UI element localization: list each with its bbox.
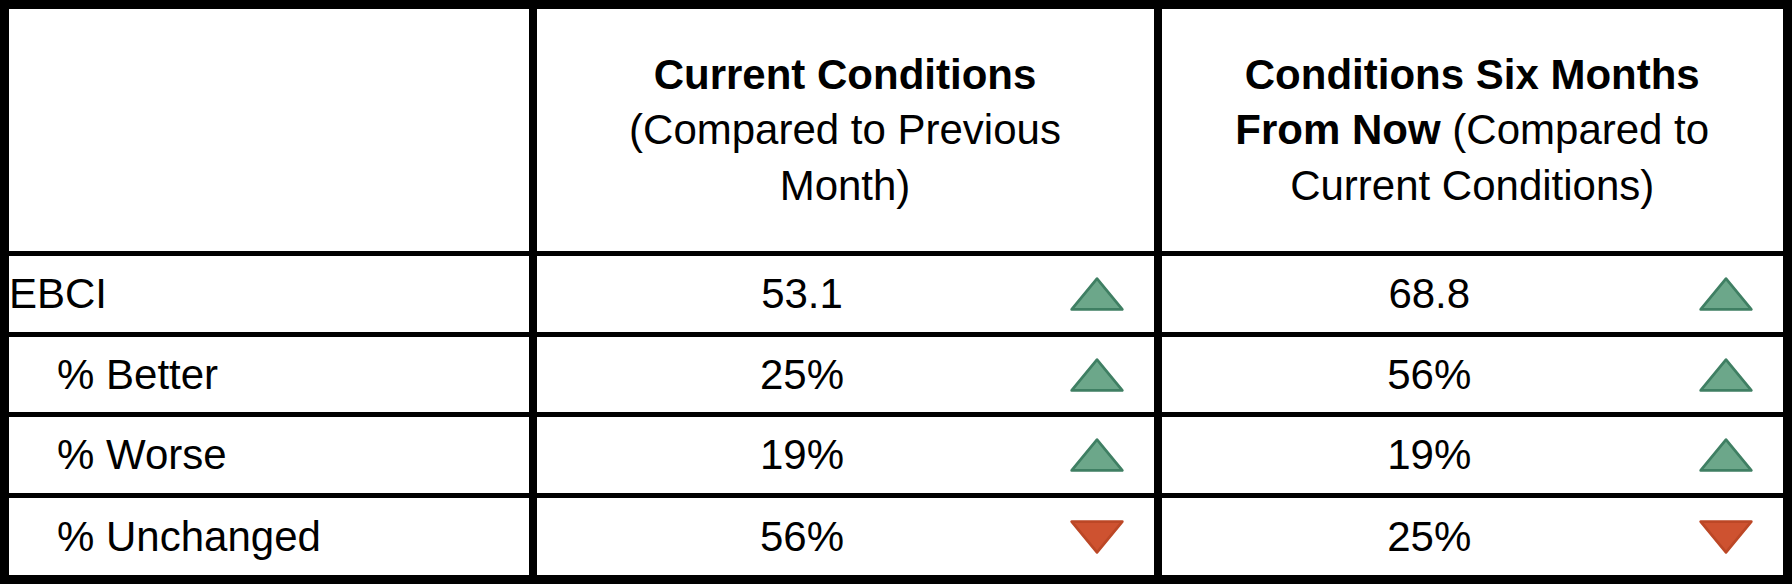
header-line: Current Conditions: [537, 47, 1154, 102]
up-triangle-icon: [1697, 356, 1755, 394]
table-row-ebci: EBCI 53.1 68.8: [5, 254, 1788, 335]
trend-indicator: [1068, 436, 1126, 474]
unchanged-current-cell: 56%: [533, 496, 1158, 580]
up-triangle-icon: [1068, 275, 1126, 313]
ebci-six-months-cell: 68.8: [1158, 254, 1788, 335]
header-bold-text: Current Conditions: [654, 51, 1037, 98]
header-current-conditions: Current Conditions (Compared to Previous…: [533, 5, 1158, 254]
cell-value: 25%: [537, 351, 1068, 399]
down-triangle-icon: [1697, 518, 1755, 556]
row-label-ebci: EBCI: [5, 254, 533, 335]
cell-value: 53.1: [537, 270, 1068, 318]
better-six-months-cell: 56%: [1158, 334, 1788, 415]
trend-indicator: [1068, 275, 1126, 313]
trend-indicator: [1068, 356, 1126, 394]
header-normal-text: Current Conditions): [1290, 162, 1654, 209]
header-six-months: Conditions Six Months From Now (Compared…: [1158, 5, 1788, 254]
up-triangle-icon: [1697, 275, 1755, 313]
better-current-cell: 25%: [533, 334, 1158, 415]
worse-current-cell: 19%: [533, 415, 1158, 496]
header-line: Conditions Six Months: [1162, 47, 1784, 102]
row-label-better: % Better: [5, 334, 533, 415]
header-normal-text: (Compared to Previous: [629, 106, 1061, 153]
cell-value: 19%: [1162, 431, 1698, 479]
table-row-unchanged: % Unchanged 56% 25%: [5, 496, 1788, 580]
unchanged-six-months-cell: 25%: [1158, 496, 1788, 580]
header-row: Current Conditions (Compared to Previous…: [5, 5, 1788, 254]
header-line: (Compared to Previous: [537, 102, 1154, 157]
header-bold-text: From Now: [1235, 106, 1440, 153]
header-empty-cell: [5, 5, 533, 254]
trend-indicator: [1697, 275, 1755, 313]
ebci-current-cell: 53.1: [533, 254, 1158, 335]
ebci-table: Current Conditions (Compared to Previous…: [0, 0, 1792, 584]
trend-indicator: [1068, 518, 1126, 556]
cell-value: 19%: [537, 431, 1068, 479]
header-normal-text: Month): [780, 162, 911, 209]
up-triangle-icon: [1697, 436, 1755, 474]
header-line: Month): [537, 158, 1154, 213]
down-triangle-icon: [1068, 518, 1126, 556]
trend-indicator: [1697, 518, 1755, 556]
up-triangle-icon: [1068, 436, 1126, 474]
header-normal-text: (Compared to: [1441, 106, 1709, 153]
cell-value: 68.8: [1162, 270, 1698, 318]
cell-value: 25%: [1162, 513, 1698, 561]
row-label-worse: % Worse: [5, 415, 533, 496]
trend-indicator: [1697, 436, 1755, 474]
up-triangle-icon: [1068, 356, 1126, 394]
header-bold-text: Conditions Six Months: [1245, 51, 1700, 98]
cell-value: 56%: [537, 513, 1068, 561]
cell-value: 56%: [1162, 351, 1698, 399]
header-line: From Now (Compared to: [1162, 102, 1784, 157]
worse-six-months-cell: 19%: [1158, 415, 1788, 496]
row-label-unchanged: % Unchanged: [5, 496, 533, 580]
trend-indicator: [1697, 356, 1755, 394]
table-row-better: % Better 25% 56%: [5, 334, 1788, 415]
table-row-worse: % Worse 19% 19%: [5, 415, 1788, 496]
header-line: Current Conditions): [1162, 158, 1784, 213]
